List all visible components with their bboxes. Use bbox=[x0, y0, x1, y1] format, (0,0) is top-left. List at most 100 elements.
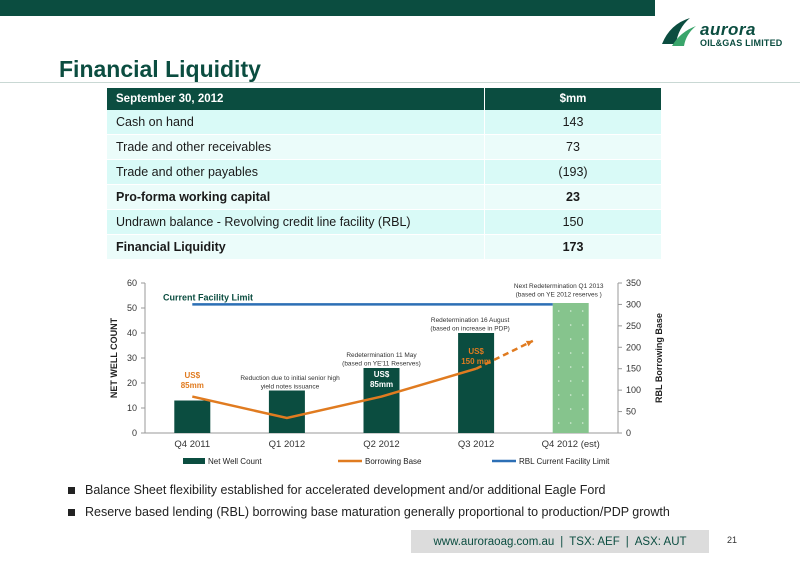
legend-label-borrowing-base: Borrowing Base bbox=[365, 457, 422, 466]
table-row: Cash on hand 143 bbox=[107, 110, 661, 135]
legend-swatch-well-count bbox=[183, 458, 205, 464]
footer-asx: ASX: AUT bbox=[634, 535, 687, 548]
estimate-bar-dot bbox=[581, 380, 584, 382]
us-q2-label: 85mm bbox=[370, 380, 393, 389]
y-tick-label: 30 bbox=[127, 353, 137, 363]
estimate-bar-dot bbox=[557, 380, 560, 382]
aurora-logo-icon bbox=[662, 18, 696, 46]
y2-tick-label: 100 bbox=[626, 385, 641, 395]
y-tick-label: 40 bbox=[127, 328, 137, 338]
liquidity-table: September 30, 2012 $mm Cash on hand 143 … bbox=[107, 88, 661, 260]
redetermination-may-note: Redetermination 11 May bbox=[346, 352, 417, 359]
row-value: 23 bbox=[484, 184, 661, 210]
estimate-bar-dot bbox=[557, 394, 560, 396]
estimate-bar-dot bbox=[557, 338, 560, 340]
borrowing-base-line bbox=[192, 367, 477, 420]
well-count-borrowing-chart: 0 10 20 30 40 50 60 0 50 100 150 200 250 300 350 NET WE… bbox=[109, 278, 664, 466]
footer-separator: | bbox=[625, 535, 629, 548]
estimate-bar-dot bbox=[581, 408, 584, 410]
y2-tick-label: 0 bbox=[626, 428, 631, 438]
y-axis-title: NET WELL COUNT bbox=[109, 317, 119, 398]
table-header-unit: $mm bbox=[484, 88, 661, 110]
y-tick-label: 20 bbox=[127, 378, 137, 388]
bullet-text: Reserve based lending (RBL) borrowing ba… bbox=[85, 505, 670, 519]
us-q4-label: 85mm bbox=[181, 381, 204, 390]
estimate-bar-dot bbox=[581, 366, 584, 368]
y-tick-label: 10 bbox=[127, 403, 137, 413]
current-limit-label: Current Facility Limit bbox=[163, 292, 253, 302]
redetermination-aug-note: (based on increase in PDP) bbox=[430, 326, 510, 333]
us-q3-label: 150 mm bbox=[461, 357, 491, 366]
redetermination-may-note: (based on YE'11 Reserves) bbox=[342, 361, 421, 368]
logo-subtitle: OIL&GAS LIMITED bbox=[700, 38, 783, 48]
us-q2-label: US$ bbox=[374, 370, 390, 379]
estimate-bar-dot bbox=[581, 394, 584, 396]
redetermination-aug-note: Redetermination 16 August bbox=[431, 317, 510, 324]
x-tick-label: Q4 2011 bbox=[174, 439, 210, 450]
estimate-bar-dot bbox=[557, 408, 560, 410]
list-item: Balance Sheet flexibility established fo… bbox=[68, 479, 670, 501]
estimate-bar-dot bbox=[581, 422, 584, 424]
table-header-row: September 30, 2012 $mm bbox=[107, 88, 661, 110]
footer-bar: www.auroraoag.com.au | TSX: AEF | ASX: A… bbox=[411, 530, 709, 553]
reduction-note: yield notes issuance bbox=[261, 384, 320, 391]
row-value: (193) bbox=[484, 159, 661, 185]
y2-tick-label: 150 bbox=[626, 364, 641, 374]
title-divider bbox=[0, 82, 800, 83]
table-row: Trade and other receivables 73 bbox=[107, 134, 661, 160]
y2-tick-label: 350 bbox=[626, 278, 641, 288]
table-row: Undrawn balance - Revolving credit line … bbox=[107, 209, 661, 235]
next-redetermination-note: (based on YE 2012 reserves ) bbox=[516, 292, 602, 299]
us-q3-label: US$ bbox=[468, 347, 484, 356]
page-title: Financial Liquidity bbox=[59, 56, 261, 82]
row-value: 143 bbox=[484, 110, 661, 135]
header-bar bbox=[0, 0, 655, 16]
row-value: 150 bbox=[484, 209, 661, 235]
estimate-bar-dot bbox=[569, 394, 572, 396]
next-redetermination-note: Next Redetermination Q1 2013 bbox=[514, 283, 604, 290]
estimate-bar-dot bbox=[569, 408, 572, 410]
bullet-square-icon bbox=[68, 486, 75, 494]
estimate-bar-dot bbox=[581, 310, 584, 312]
footer-tsx: TSX: AEF bbox=[569, 535, 620, 548]
estimate-bar-dot bbox=[569, 380, 572, 382]
estimate-bar-dot bbox=[557, 422, 560, 424]
estimate-bar-dot bbox=[581, 324, 584, 326]
y2-tick-label: 50 bbox=[626, 407, 636, 417]
estimate-bar-dot bbox=[569, 422, 572, 424]
borrowing-base-projection bbox=[475, 339, 534, 370]
estimate-bar-dot bbox=[569, 352, 572, 354]
y-tick-label: 0 bbox=[132, 428, 137, 438]
row-value: 73 bbox=[484, 134, 661, 160]
row-value: 173 bbox=[484, 234, 661, 260]
y-tick-label: 50 bbox=[127, 303, 137, 313]
estimate-bar-dot bbox=[569, 324, 572, 326]
estimate-bar-dot bbox=[569, 366, 572, 368]
estimate-bar-dot bbox=[557, 324, 560, 326]
well-count-bar bbox=[552, 303, 589, 433]
bullet-text: Balance Sheet flexibility established fo… bbox=[85, 483, 606, 497]
estimate-bar-dot bbox=[569, 338, 572, 340]
legend-label-well-count: Net Well Count bbox=[208, 457, 262, 466]
y2-tick-label: 250 bbox=[626, 321, 641, 331]
page-number: 21 bbox=[727, 535, 738, 545]
table-header-date: September 30, 2012 bbox=[107, 88, 485, 110]
well-count-bar bbox=[268, 390, 305, 433]
well-count-bar bbox=[458, 333, 495, 433]
y-tick-label: 60 bbox=[127, 278, 137, 288]
footer-separator: | bbox=[560, 535, 564, 548]
table-row: Trade and other payables (193) bbox=[107, 159, 661, 185]
x-tick-label: Q4 2012 (est) bbox=[542, 439, 600, 450]
y2-axis-title: RBL Borrowing Base bbox=[654, 313, 664, 403]
bullet-square-icon bbox=[68, 508, 75, 516]
row-label: Trade and other payables bbox=[107, 159, 485, 185]
estimate-bar-dot bbox=[557, 366, 560, 368]
us-q4-label: US$ bbox=[185, 371, 201, 380]
x-tick-label: Q3 2012 bbox=[458, 439, 494, 450]
row-label: Undrawn balance - Revolving credit line … bbox=[107, 209, 485, 235]
row-label: Cash on hand bbox=[107, 110, 485, 135]
footer-website-link[interactable]: www.auroraoag.com.au bbox=[433, 535, 555, 548]
bullet-list: Balance Sheet flexibility established fo… bbox=[68, 479, 670, 523]
reduction-note: Reduction due to initial senior high bbox=[240, 375, 340, 382]
y2-tick-label: 300 bbox=[626, 299, 641, 309]
